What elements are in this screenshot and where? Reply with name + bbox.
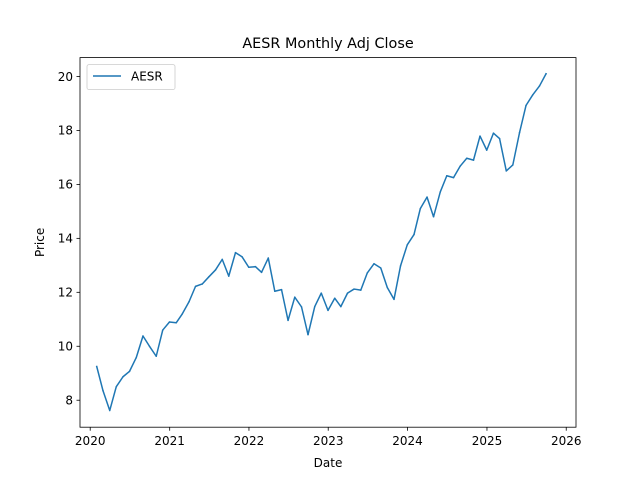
data-point (274, 290, 276, 292)
x-tick-label: 2023 (313, 434, 344, 448)
data-point (479, 135, 481, 137)
data-point (102, 390, 104, 392)
data-point (115, 385, 118, 388)
series-points (95, 73, 547, 412)
y-axis-label: Price (33, 228, 47, 257)
data-point (168, 321, 171, 323)
data-point (194, 285, 197, 288)
x-tick-label: 2021 (154, 434, 185, 448)
data-point (287, 319, 289, 322)
data-point (228, 275, 230, 277)
data-point (181, 313, 184, 315)
data-point (142, 335, 144, 337)
data-point (505, 170, 508, 172)
x-tick-label: 2020 (75, 434, 106, 448)
data-point (380, 267, 382, 269)
data-point (538, 85, 541, 87)
data-point (260, 271, 263, 274)
data-point (267, 257, 270, 259)
y-tick-label: 20 (58, 70, 73, 84)
plot-area (80, 57, 576, 428)
data-point (320, 292, 323, 294)
data-point (340, 305, 342, 308)
data-point (188, 301, 190, 303)
data-point (241, 255, 243, 258)
data-point (294, 296, 296, 298)
data-point (518, 131, 521, 134)
data-point (161, 329, 164, 331)
y-axis-ticks: 8 10 12 14 16 18 20 (58, 70, 80, 408)
y-tick-label: 14 (58, 232, 73, 246)
data-point (492, 132, 495, 134)
data-point (122, 376, 124, 378)
y-tick-label: 16 (58, 178, 73, 192)
data-point (446, 175, 448, 177)
data-point (175, 322, 177, 324)
data-point (459, 165, 462, 167)
y-tick-label: 12 (58, 286, 73, 300)
data-point (307, 333, 309, 336)
data-point (234, 251, 237, 254)
data-point (221, 258, 223, 261)
data-point (466, 157, 468, 159)
data-point (432, 216, 435, 218)
data-point (532, 94, 534, 96)
data-point (247, 266, 250, 268)
data-point (155, 355, 157, 357)
x-tick-label: 2024 (392, 434, 423, 448)
data-point (512, 164, 514, 166)
data-point (109, 409, 111, 412)
data-point (393, 298, 395, 301)
data-point (333, 297, 336, 299)
data-point (366, 272, 369, 274)
y-tick-label: 10 (58, 340, 73, 354)
data-point (314, 305, 316, 308)
data-point (135, 356, 137, 359)
data-point (95, 365, 98, 368)
data-point (214, 269, 217, 271)
data-point (413, 233, 415, 236)
x-tick-label: 2025 (472, 434, 503, 448)
data-point (386, 286, 389, 289)
data-point (128, 370, 131, 373)
data-point (525, 104, 527, 107)
data-point (201, 283, 204, 285)
x-tick-label: 2022 (234, 434, 265, 448)
data-point (485, 149, 488, 151)
data-point (498, 137, 501, 140)
data-point (426, 196, 428, 198)
data-point (399, 265, 402, 267)
plot-frame (79, 57, 577, 428)
y-tick-label: 8 (65, 394, 73, 408)
x-axis-ticks: 2020 2021 2022 2023 2024 2025 2026 (75, 427, 582, 448)
data-point (208, 276, 210, 278)
data-point (419, 207, 422, 210)
legend-box (86, 64, 176, 90)
data-point (300, 306, 303, 308)
data-point (353, 288, 355, 290)
data-point (472, 159, 475, 161)
y-tick-label: 18 (58, 124, 73, 138)
x-axis-label: Date (314, 456, 343, 470)
legend: AESR (86, 64, 176, 90)
legend-label-aesr: AESR (131, 70, 163, 84)
data-point (280, 288, 283, 291)
data-point (406, 244, 409, 246)
data-point (148, 345, 151, 348)
data-point (452, 176, 455, 179)
data-point (327, 309, 329, 312)
data-point (360, 289, 362, 291)
data-point (545, 73, 547, 75)
data-point (439, 191, 442, 193)
data-point (346, 292, 349, 294)
x-tick-label: 2026 (551, 434, 582, 448)
data-point (254, 265, 257, 268)
chart-title: AESR Monthly Adj Close (242, 36, 413, 52)
data-point (373, 262, 375, 265)
